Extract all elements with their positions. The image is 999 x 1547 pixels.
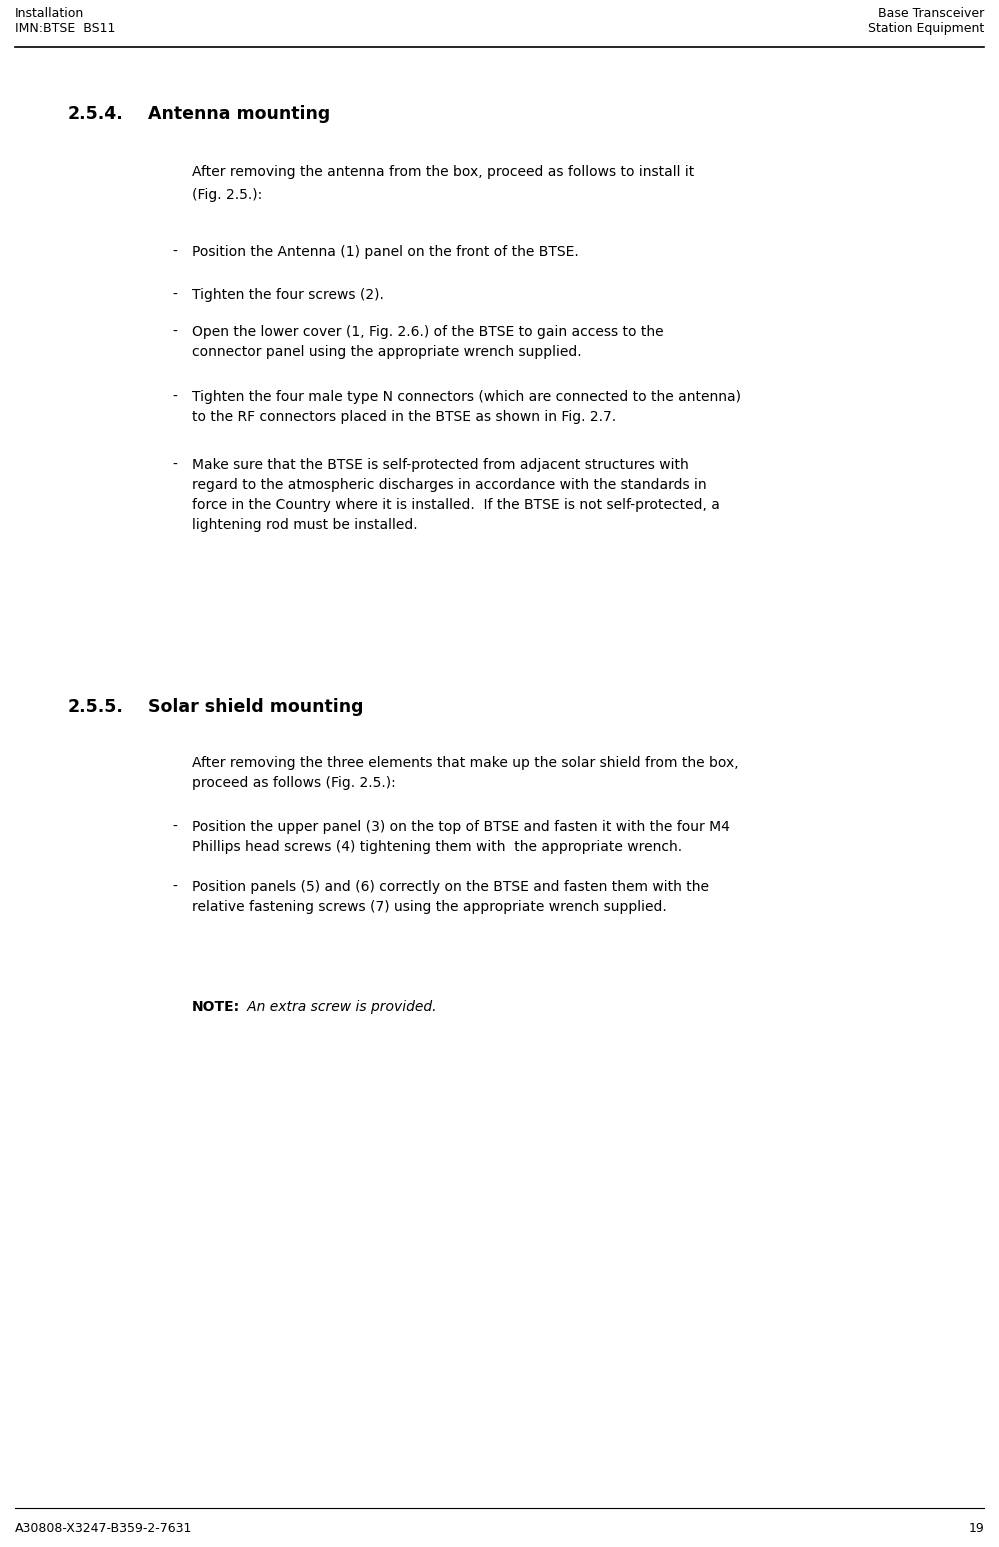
- Text: -: -: [172, 880, 177, 894]
- Text: Position the upper panel (3) on the top of BTSE and fasten it with the four M4
P: Position the upper panel (3) on the top …: [192, 820, 730, 854]
- Text: Antenna mounting: Antenna mounting: [148, 105, 331, 124]
- Text: After removing the antenna from the box, proceed as follows to install it: After removing the antenna from the box,…: [192, 166, 694, 179]
- Text: Tighten the four male type N connectors (which are connected to the antenna)
to : Tighten the four male type N connectors …: [192, 390, 741, 424]
- Text: -: -: [172, 325, 177, 339]
- Text: -: -: [172, 244, 177, 258]
- Text: A30808-X3247-B359-2-7631: A30808-X3247-B359-2-7631: [15, 1522, 193, 1535]
- Text: After removing the three elements that make up the solar shield from the box,
pr: After removing the three elements that m…: [192, 756, 738, 791]
- Text: IMN:BTSE  BS11: IMN:BTSE BS11: [15, 22, 115, 36]
- Text: Solar shield mounting: Solar shield mounting: [148, 698, 364, 716]
- Text: (Fig. 2.5.):: (Fig. 2.5.):: [192, 189, 263, 203]
- Text: 19: 19: [968, 1522, 984, 1535]
- Text: Open the lower cover (1, Fig. 2.6.) of the BTSE to gain access to the
connector : Open the lower cover (1, Fig. 2.6.) of t…: [192, 325, 663, 359]
- Text: Base Transceiver: Base Transceiver: [878, 8, 984, 20]
- Text: Station Equipment: Station Equipment: [868, 22, 984, 36]
- Text: An extra screw is provided.: An extra screw is provided.: [234, 999, 437, 1013]
- Text: -: -: [172, 458, 177, 472]
- Text: Position panels (5) and (6) correctly on the BTSE and fasten them with the
relat: Position panels (5) and (6) correctly on…: [192, 880, 709, 914]
- Text: Installation: Installation: [15, 8, 84, 20]
- Text: -: -: [172, 820, 177, 834]
- Text: 2.5.5.: 2.5.5.: [68, 698, 124, 716]
- Text: -: -: [172, 390, 177, 404]
- Text: Tighten the four screws (2).: Tighten the four screws (2).: [192, 288, 384, 302]
- Text: 2.5.4.: 2.5.4.: [68, 105, 124, 124]
- Text: NOTE:: NOTE:: [192, 999, 240, 1013]
- Text: -: -: [172, 288, 177, 302]
- Text: Position the Antenna (1) panel on the front of the BTSE.: Position the Antenna (1) panel on the fr…: [192, 244, 578, 258]
- Text: Make sure that the BTSE is self-protected from adjacent structures with
regard t: Make sure that the BTSE is self-protecte…: [192, 458, 720, 532]
